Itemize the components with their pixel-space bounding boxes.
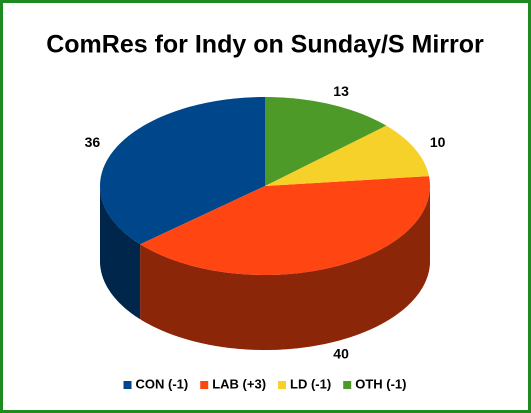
- pie-slice: [265, 125, 429, 186]
- legend-swatch: [123, 381, 132, 389]
- pie-side: [140, 186, 430, 350]
- legend-swatch: [343, 381, 352, 389]
- data-label: 10: [430, 134, 446, 150]
- pie-slice: [100, 97, 266, 245]
- legend-label: LAB (+3): [212, 376, 266, 391]
- data-label: 36: [85, 134, 101, 150]
- legend-swatch: [200, 381, 209, 389]
- data-label: 13: [333, 83, 349, 99]
- pie-side-shade: [100, 186, 141, 320]
- legend-swatch: [278, 381, 287, 389]
- legend-label: LD (-1): [290, 376, 331, 391]
- data-label: 40: [333, 345, 349, 361]
- pie-slice: [265, 97, 387, 186]
- pie-side: [100, 186, 141, 320]
- chart-title: ComRes for Indy on Sunday/S Mirror: [46, 31, 484, 59]
- pie-side-shade: [140, 186, 430, 350]
- legend-label: OTH (-1): [355, 376, 406, 391]
- pie-slice: [140, 176, 430, 275]
- legend-label: CON (-1): [136, 376, 189, 391]
